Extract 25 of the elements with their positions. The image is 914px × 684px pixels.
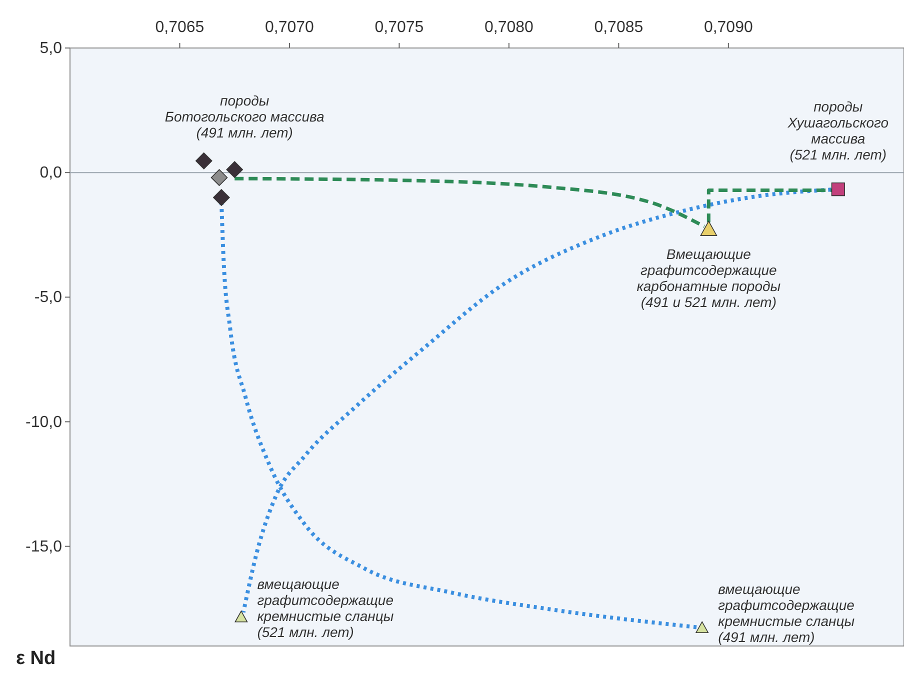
annotation: Вмещающие графитсодержащие карбонатные породы (491 и 521 млн. лет) — [636, 246, 782, 310]
point — [210, 169, 228, 186]
point — [700, 220, 718, 236]
x-tick-label: 0,7090 — [704, 19, 753, 36]
point — [831, 182, 845, 196]
annotation: породы Хушагольского массива (521 млн. лет) — [786, 98, 889, 162]
point — [226, 161, 244, 178]
x-tick-label: 0,7080 — [484, 19, 534, 36]
y-tick-label: -15,0 — [26, 538, 62, 556]
point — [195, 152, 212, 170]
annotation: породы Ботогольского массива (491 млн. лет) — [164, 92, 325, 141]
x-tick-label: 0,7075 — [374, 19, 424, 36]
y-axis-title: ε Nd — [16, 648, 56, 669]
point — [696, 621, 708, 634]
y-tick-label: 5,0 — [40, 40, 62, 57]
y-tick-label: 0,0 — [40, 164, 62, 182]
y-tick-label: -10,0 — [26, 414, 62, 431]
x-tick-label: 0,7085 — [594, 19, 644, 36]
annotation: вмещающие графитсодержащие кремнистые сланцы (491 млн. лет) — [718, 580, 856, 645]
point — [213, 189, 230, 206]
x-tick-label: 0,7065 — [155, 19, 204, 36]
annotation: вмещающие графитсодержащие кремнистые сланцы (521 млн. лет) — [257, 576, 394, 640]
y-tick-label: -5,0 — [34, 289, 62, 306]
x-tick-label: 0,7070 — [265, 19, 314, 36]
point — [234, 610, 248, 622]
